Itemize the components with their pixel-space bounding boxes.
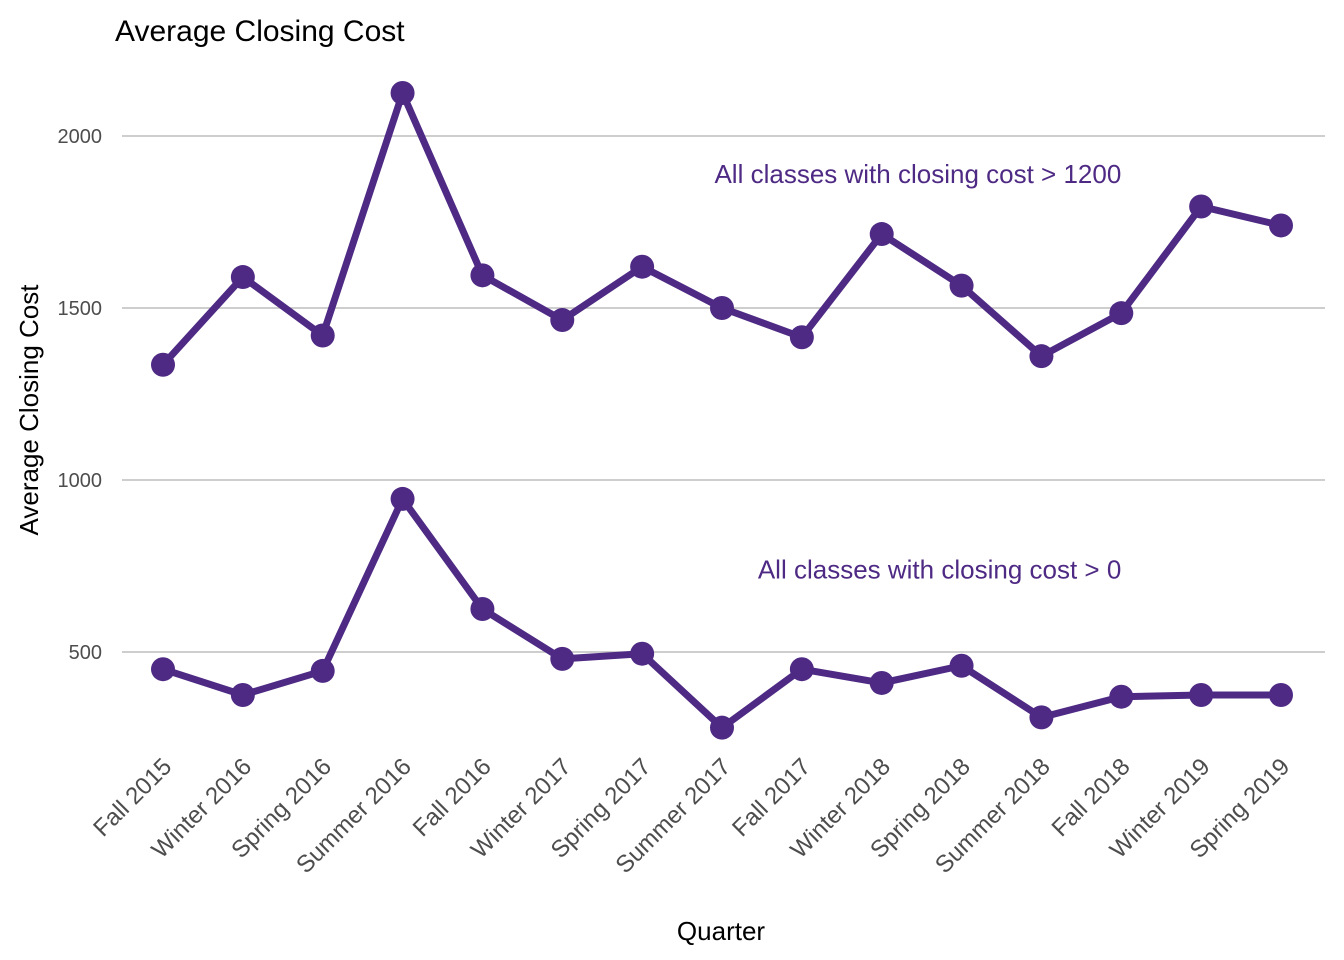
data-point (230, 265, 255, 290)
data-point (310, 323, 335, 348)
gridlines (122, 135, 1325, 653)
y-tick-label: 500 (69, 642, 102, 664)
data-point (1109, 684, 1134, 709)
data-point (789, 325, 814, 350)
annotation-label: All classes with closing cost > 1200 (714, 159, 1121, 189)
data-point (470, 597, 495, 621)
data-point (1109, 301, 1134, 326)
data-point (151, 657, 175, 682)
annotations: All classes with closing cost > 1200 All … (714, 159, 1121, 585)
data-point (310, 658, 335, 683)
data-point (630, 641, 655, 666)
data-point (1029, 705, 1054, 730)
data-point (710, 715, 734, 740)
series-line-1 (159, 89, 1285, 369)
y-axis-title: Average Closing Cost (14, 284, 44, 536)
annotation-label: All classes with closing cost > 0 (758, 554, 1121, 584)
y-axis-ticks: 500 1000 1500 2000 (58, 126, 103, 664)
data-point (1269, 683, 1293, 707)
data-point (1189, 683, 1214, 707)
data-point (710, 296, 734, 320)
data-point (789, 657, 814, 682)
data-point (630, 254, 655, 279)
data-point (550, 646, 575, 671)
data-point (390, 486, 415, 511)
data-point (1189, 194, 1214, 219)
data-point (949, 653, 974, 678)
data-point (1029, 344, 1054, 369)
data-point (949, 273, 974, 298)
data-point (230, 683, 255, 707)
data-point (470, 263, 495, 288)
series-layer (151, 81, 1293, 740)
data-point (151, 352, 175, 377)
y-tick-label: 2000 (58, 126, 103, 148)
chart-title: Average Closing Cost (115, 15, 405, 48)
y-tick-label: 1500 (58, 298, 103, 320)
data-point (1269, 213, 1293, 238)
data-point (550, 308, 575, 333)
data-point (390, 81, 415, 105)
y-tick-label: 1000 (58, 470, 103, 492)
x-axis-title: Quarter (677, 916, 765, 946)
data-point (869, 670, 894, 695)
data-point (869, 222, 894, 247)
